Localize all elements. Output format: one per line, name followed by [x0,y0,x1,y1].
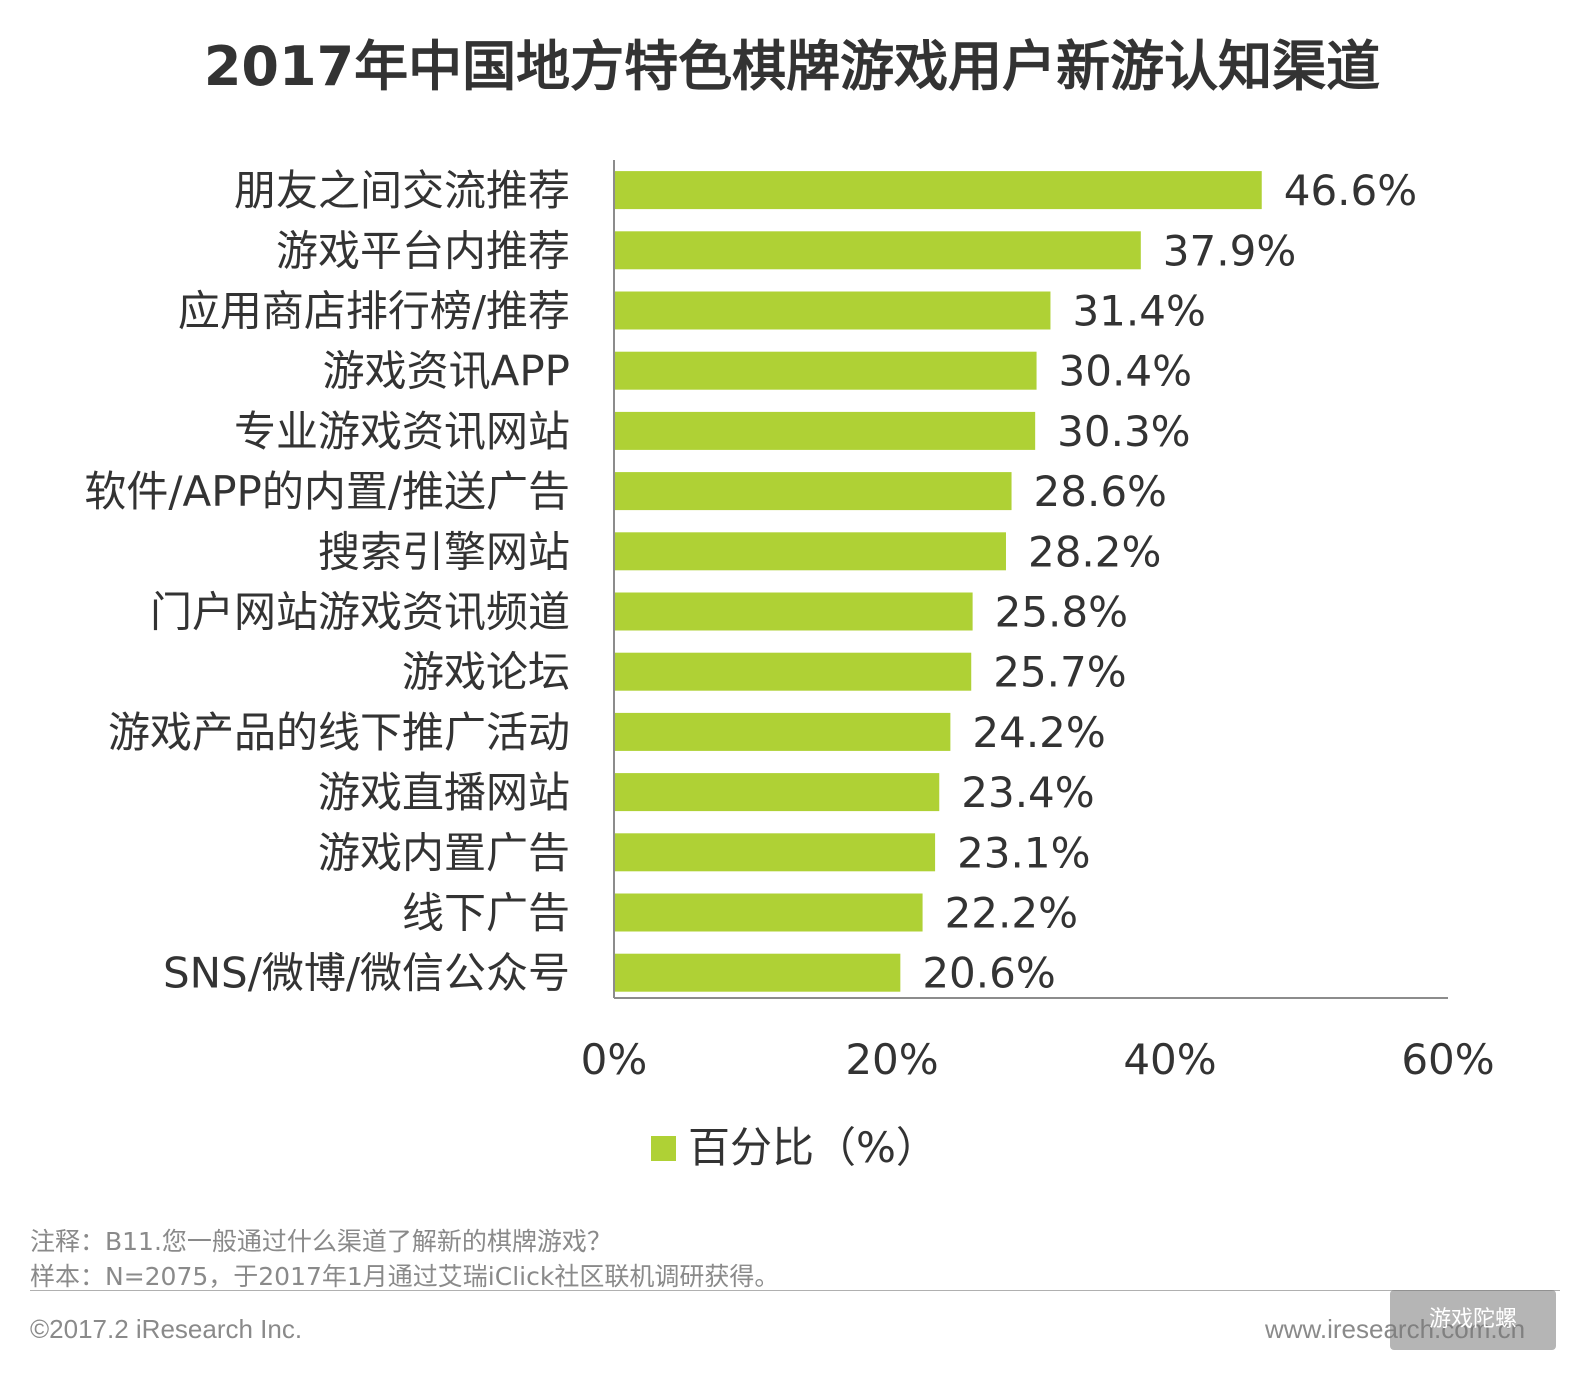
category-label-0: 朋友之间交流推荐 [234,166,570,215]
bar-13 [614,953,901,992]
axis-layer: 0% 20% 40% 60% [581,160,1495,1084]
bar-4 [614,411,1036,450]
note-sample: 样本：N=2075，于2017年1月通过艾瑞iClick社区联机调研获得。 [30,1262,780,1291]
bar-11 [614,833,936,872]
category-label-8: 游戏论坛 [402,648,570,697]
value-label-10: 23.4% [961,768,1094,817]
watermark-logo: 游戏陀螺 [1390,1290,1556,1350]
x-tick-label-2: 40% [1123,1035,1216,1084]
x-tick-label-3: 60% [1401,1035,1494,1084]
category-label-4: 专业游戏资讯网站 [234,407,570,456]
value-label-7: 25.8% [995,588,1128,637]
footer-copyright: ©2017.2 iResearch Inc. [30,1314,303,1344]
value-label-13: 20.6% [922,949,1055,998]
bar-chart: 朋友之间交流推荐 46.6% 游戏平台内推荐 37.9% 应用商店排行榜/推荐 31.4%… [84,160,1495,1172]
legend: 百分比（%） [651,1123,938,1172]
bar-2 [614,291,1051,330]
category-label-3: 游戏资讯APP [323,347,570,396]
value-label-6: 28.2% [1028,527,1161,576]
bar-9 [614,712,951,751]
bar-5 [614,472,1012,511]
value-label-2: 31.4% [1072,287,1205,336]
category-label-2: 应用商店排行榜/推荐 [178,287,570,336]
value-label-8: 25.7% [993,648,1126,697]
footer-divider [30,1290,1560,1291]
value-label-11: 23.1% [957,828,1090,877]
x-tick-label-0: 0% [581,1035,648,1084]
bar-0 [614,171,1262,210]
category-label-1: 游戏平台内推荐 [276,226,570,275]
bar-6 [614,532,1006,571]
legend-label: 百分比（%） [688,1123,938,1172]
category-label-11: 游戏内置广告 [318,828,570,877]
value-label-4: 30.3% [1057,407,1190,456]
chart-title: 2017年中国地方特色棋牌游戏用户新游认知渠道 [203,35,1381,98]
category-label-12: 线下广告 [402,889,570,938]
bar-7 [614,592,973,631]
category-label-10: 游戏直播网站 [318,768,570,817]
category-label-6: 搜索引擎网站 [318,527,570,576]
category-label-13: SNS/微博/微信公众号 [163,949,570,998]
value-label-1: 37.9% [1163,226,1296,275]
bar-8 [614,652,972,691]
category-label-5: 软件/APP的内置/推送广告 [84,467,570,516]
bars-layer: 朋友之间交流推荐 46.6% 游戏平台内推荐 37.9% 应用商店排行榜/推荐 31.4%… [84,166,1417,998]
bar-1 [614,231,1141,270]
value-label-0: 46.6% [1284,166,1417,215]
bar-12 [614,893,923,932]
value-label-5: 28.6% [1034,467,1167,516]
note-question: 注释：B11.您一般通过什么渠道了解新的棋牌游戏？ [30,1227,612,1256]
value-label-12: 22.2% [945,889,1078,938]
value-label-9: 24.2% [972,708,1105,757]
value-label-3: 30.4% [1059,347,1192,396]
bar-10 [614,773,940,812]
category-label-7: 门户网站游戏资讯频道 [150,588,570,637]
category-label-9: 游戏产品的线下推广活动 [108,708,570,757]
bar-3 [614,351,1037,390]
x-tick-label-1: 20% [845,1035,938,1084]
legend-swatch [651,1136,676,1161]
